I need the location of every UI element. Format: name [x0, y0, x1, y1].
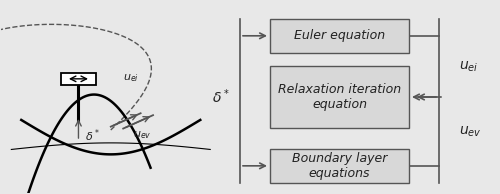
Text: $u_{ev}$: $u_{ev}$	[133, 129, 152, 141]
Text: $u_{ei}$: $u_{ei}$	[459, 59, 478, 74]
FancyBboxPatch shape	[270, 149, 409, 183]
FancyBboxPatch shape	[270, 66, 409, 128]
Text: Euler equation: Euler equation	[294, 29, 385, 42]
FancyBboxPatch shape	[270, 19, 409, 53]
FancyBboxPatch shape	[61, 73, 96, 85]
Text: $\delta^*$: $\delta^*$	[212, 88, 230, 106]
Text: $u_{ev}$: $u_{ev}$	[459, 124, 481, 139]
Text: $\delta^*$: $\delta^*$	[85, 127, 100, 144]
Text: Relaxation iteration
equation: Relaxation iteration equation	[278, 83, 401, 111]
Text: Boundary layer
equations: Boundary layer equations	[292, 152, 387, 180]
Text: $u_{ei}$: $u_{ei}$	[123, 72, 139, 84]
